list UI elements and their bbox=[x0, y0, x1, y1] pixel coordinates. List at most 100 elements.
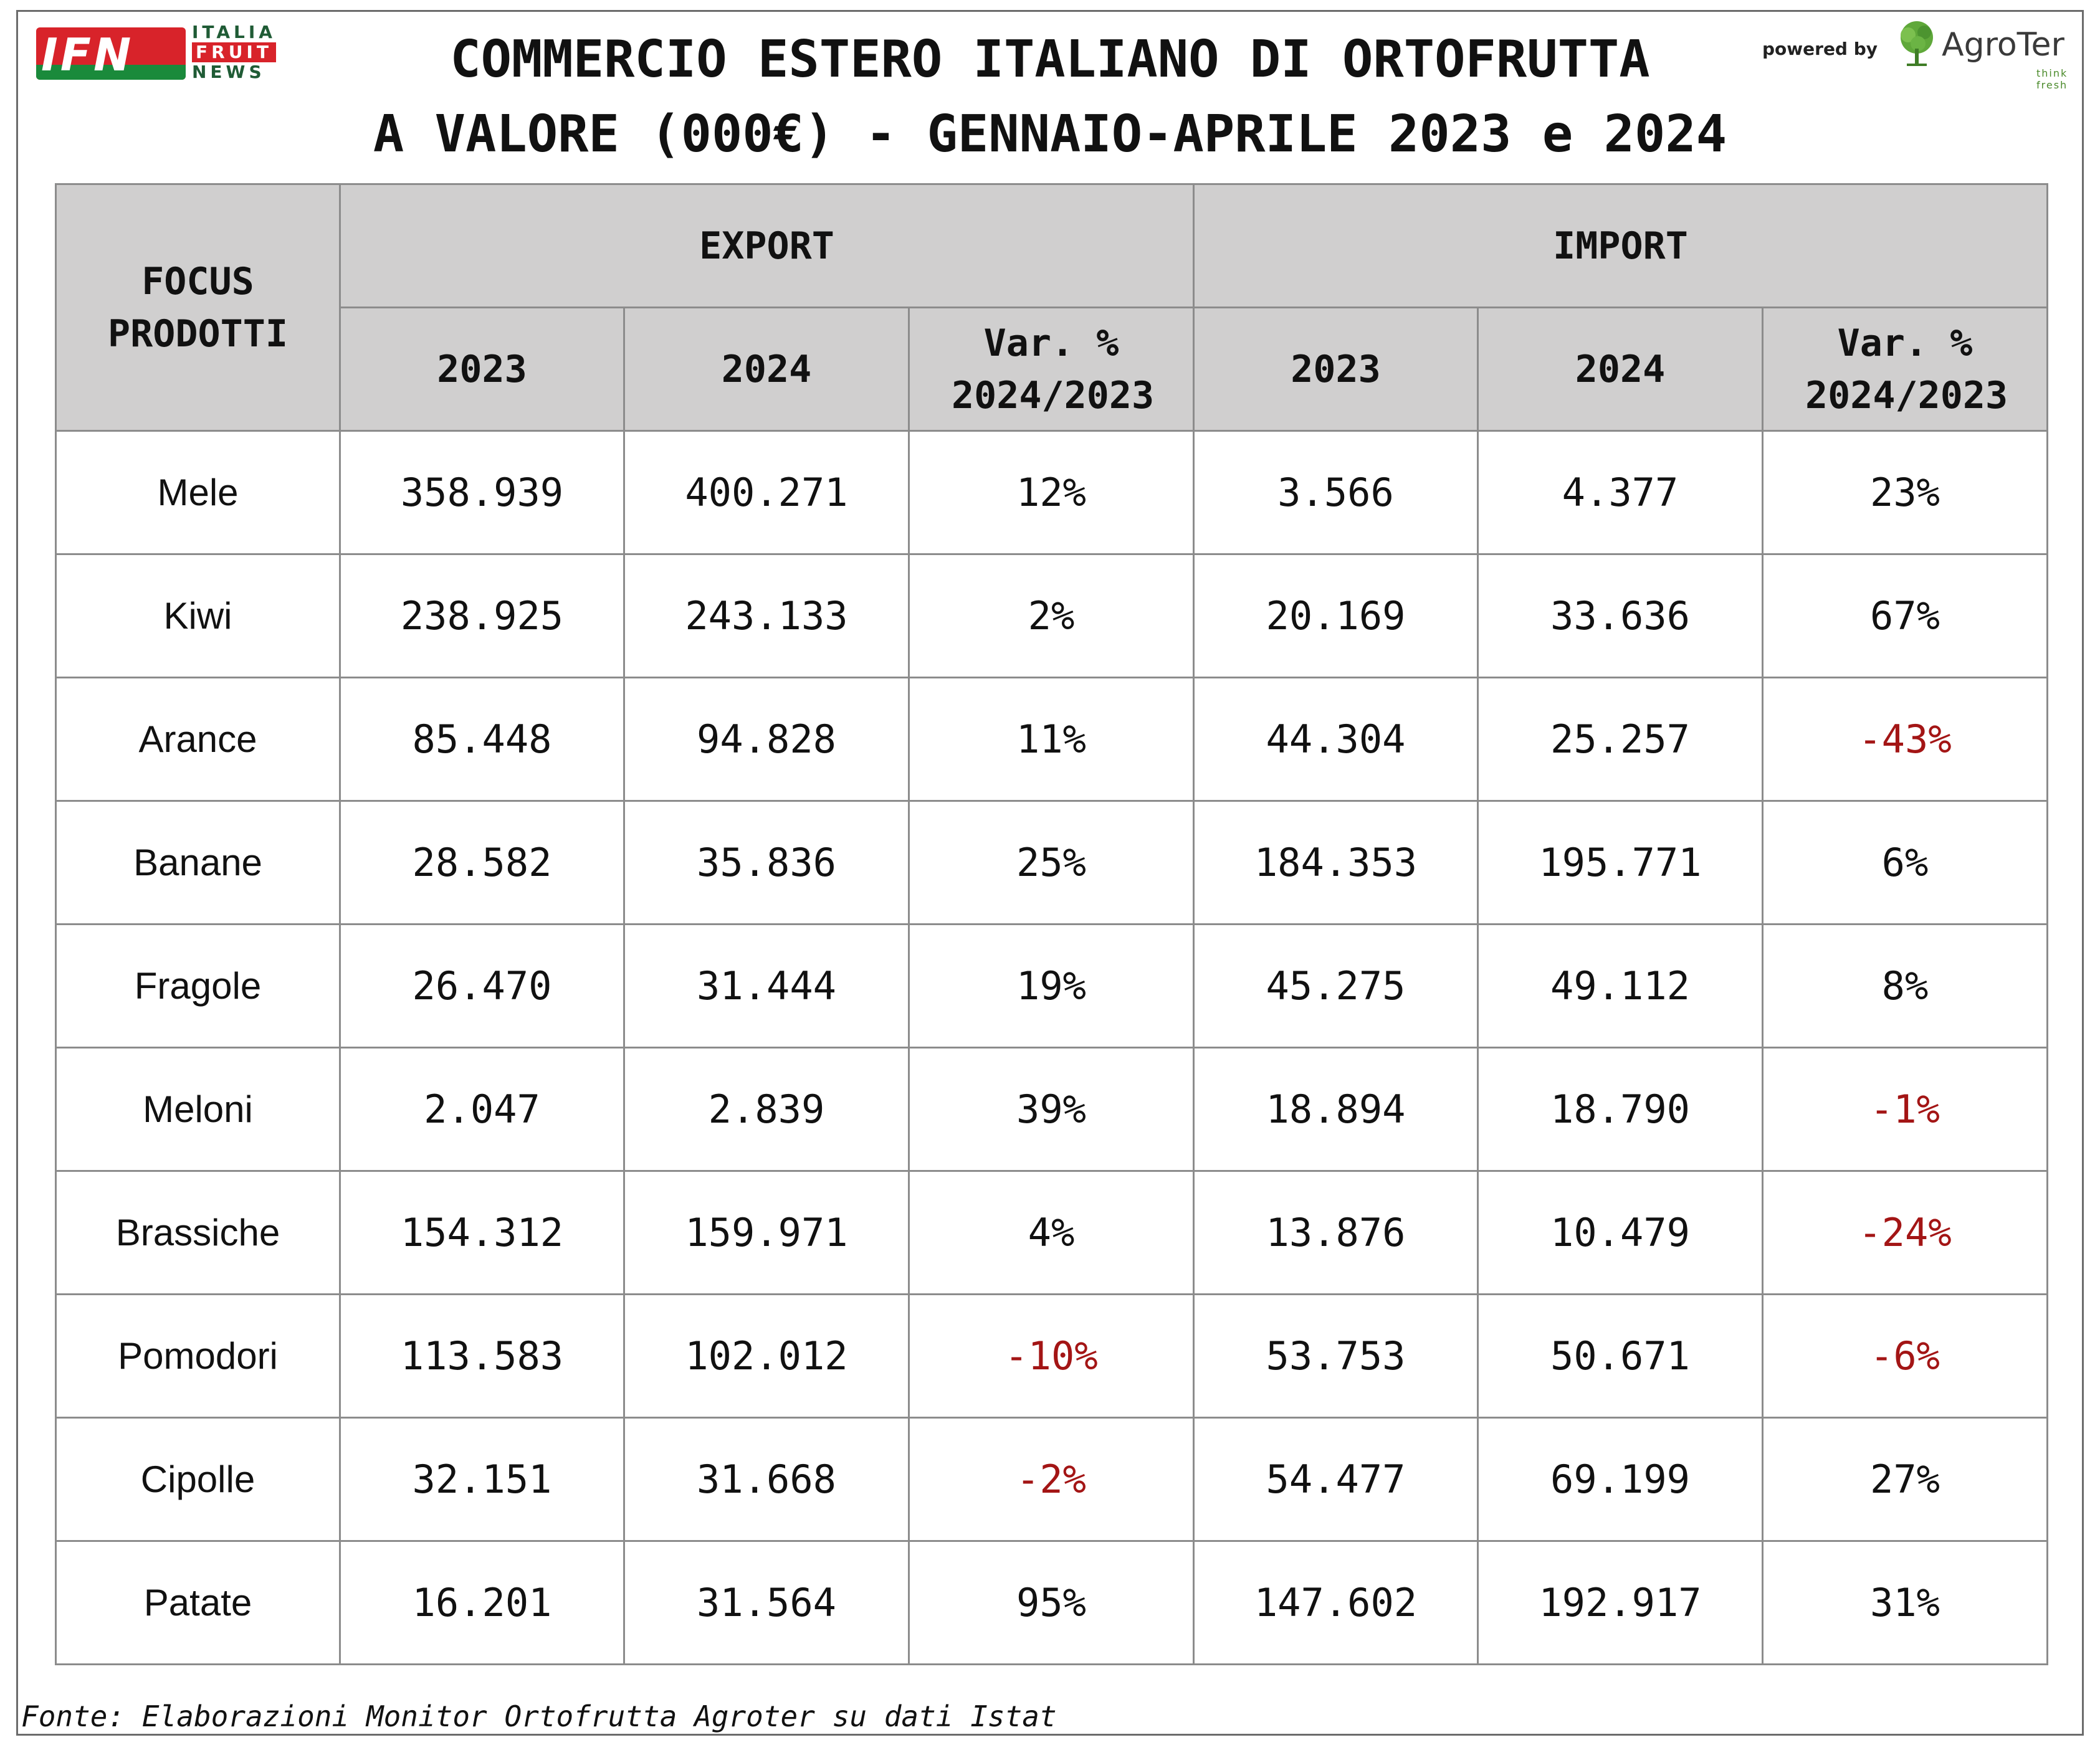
export-2024-cell: 159.971 bbox=[623, 1170, 910, 1295]
import-2024-header: 2024 bbox=[1477, 307, 1764, 432]
import-var-cell: -43% bbox=[1762, 677, 2048, 802]
product-cell: Mele bbox=[55, 430, 341, 555]
export-2024-cell: 400.271 bbox=[623, 430, 910, 555]
table-row: Banane 28.582 35.836 25% 184.353 195.771 6% bbox=[55, 800, 2048, 925]
export-2023-cell: 32.151 bbox=[339, 1417, 625, 1542]
export-2023-cell: 26.470 bbox=[339, 923, 625, 1048]
export-2024-header: 2024 bbox=[623, 307, 910, 432]
table-row: Arance 85.448 94.828 11% 44.304 25.257 -43% bbox=[55, 677, 2048, 802]
import-var-header: Var. % 2024/2023 bbox=[1762, 307, 2048, 432]
export-var-cell: -2% bbox=[908, 1417, 1195, 1542]
ifn-logo-line1: ITALIA bbox=[192, 22, 276, 42]
export-2024-cell: 31.668 bbox=[623, 1417, 910, 1542]
import-var-cell: -1% bbox=[1762, 1047, 2048, 1172]
import-2024-cell: 195.771 bbox=[1477, 800, 1764, 925]
import-var-cell: -24% bbox=[1762, 1170, 2048, 1295]
import-2023-cell: 3.566 bbox=[1193, 430, 1479, 555]
product-cell: Fragole bbox=[55, 923, 341, 1048]
export-2023-cell: 358.939 bbox=[339, 430, 625, 555]
import-2024-cell: 192.917 bbox=[1477, 1540, 1764, 1665]
import-2023-header: 2023 bbox=[1193, 307, 1479, 432]
tree-icon bbox=[1901, 21, 1933, 66]
export-2023-cell: 16.201 bbox=[339, 1540, 625, 1665]
focus-header: FOCUS PRODOTTI bbox=[55, 183, 341, 432]
export-2024-cell: 94.828 bbox=[623, 677, 910, 802]
import-var-cell: 31% bbox=[1762, 1540, 2048, 1665]
ifn-logo-letters: IFN bbox=[41, 29, 134, 80]
ifn-logo-wordmark: ITALIA FRUIT NEWS bbox=[192, 22, 276, 82]
import-2024-cell: 4.377 bbox=[1477, 430, 1764, 555]
focus-header-label: FOCUS PRODOTTI bbox=[108, 259, 288, 356]
import-2024-cell: 33.636 bbox=[1477, 553, 1764, 678]
import-2023-cell: 45.275 bbox=[1193, 923, 1479, 1048]
import-2024-cell: 69.199 bbox=[1477, 1417, 1764, 1542]
export-var-cell: 2% bbox=[908, 553, 1195, 678]
import-var-header-label: Var. % 2024/2023 bbox=[1805, 321, 2008, 417]
import-2024-cell: 49.112 bbox=[1477, 923, 1764, 1048]
export-2023-cell: 2.047 bbox=[339, 1047, 625, 1172]
product-cell: Brassiche bbox=[55, 1170, 341, 1295]
table-row: Meloni 2.047 2.839 39% 18.894 18.790 -1% bbox=[55, 1047, 2048, 1172]
product-cell: Pomodori bbox=[55, 1293, 341, 1419]
export-var-cell: 19% bbox=[908, 923, 1195, 1048]
product-cell: Banane bbox=[55, 800, 341, 925]
title-line2: A VALORE (000€) - GENNAIO-APRILE 2023 e … bbox=[373, 105, 1727, 164]
title-line1: COMMERCIO ESTERO ITALIANO DI ORTOFRUTTA bbox=[450, 30, 1650, 89]
table-body: Mele 358.939 400.271 12% 3.566 4.377 23% Kiwi 23… bbox=[55, 430, 2048, 1665]
table-row: Cipolle 32.151 31.668 -2% 54.477 69.199 27% bbox=[55, 1417, 2048, 1542]
export-header: EXPORT bbox=[339, 183, 1195, 308]
export-var-cell: 39% bbox=[908, 1047, 1195, 1172]
table-row: Mele 358.939 400.271 12% 3.566 4.377 23% bbox=[55, 430, 2048, 555]
source-note: Fonte: Elaborazioni Monitor Ortofrutta A… bbox=[21, 1700, 1057, 1733]
export-2023-cell: 85.448 bbox=[339, 677, 625, 802]
table-row: Patate 16.201 31.564 95% 147.602 192.917 31% bbox=[55, 1540, 2048, 1665]
import-2023-cell: 184.353 bbox=[1193, 800, 1479, 925]
table-row: Kiwi 238.925 243.133 2% 20.169 33.636 67% bbox=[55, 553, 2048, 678]
product-cell: Arance bbox=[55, 677, 341, 802]
product-cell: Patate bbox=[55, 1540, 341, 1665]
export-2023-cell: 28.582 bbox=[339, 800, 625, 925]
export-2024-cell: 31.564 bbox=[623, 1540, 910, 1665]
ifn-logo-stripe bbox=[36, 65, 186, 80]
trade-table: FOCUS PRODOTTI EXPORT IMPORT 2023 2024 V… bbox=[55, 183, 2048, 1665]
export-var-cell: 11% bbox=[908, 677, 1195, 802]
export-var-cell: 12% bbox=[908, 430, 1195, 555]
ifn-logo-line2: FRUIT bbox=[192, 42, 276, 62]
header-row-years: 2023 2024 Var. % 2024/2023 2023 2024 Var… bbox=[56, 307, 2048, 432]
import-var-cell: 27% bbox=[1762, 1417, 2048, 1542]
export-var-cell: -10% bbox=[908, 1293, 1195, 1419]
export-2024-cell: 35.836 bbox=[623, 800, 910, 925]
export-2023-header: 2023 bbox=[339, 307, 625, 432]
table-row: Brassiche 154.312 159.971 4% 13.876 10.479 -24… bbox=[55, 1170, 2048, 1295]
export-var-cell: 4% bbox=[908, 1170, 1195, 1295]
ifn-logo-line3: NEWS bbox=[192, 62, 265, 82]
agroter-tagline: think fresh bbox=[2036, 67, 2068, 91]
export-var-header-label: Var. % 2024/2023 bbox=[952, 321, 1155, 417]
export-2024-cell: 102.012 bbox=[623, 1293, 910, 1419]
export-2023-cell: 238.925 bbox=[339, 553, 625, 678]
export-2024-cell: 2.839 bbox=[623, 1047, 910, 1172]
powered-by-label: powered by bbox=[1762, 39, 1878, 59]
import-2024-cell: 18.790 bbox=[1477, 1047, 1764, 1172]
import-2023-cell: 53.753 bbox=[1193, 1293, 1479, 1419]
agroter-logo: AgroTer think fresh bbox=[1892, 19, 2079, 91]
product-cell: Meloni bbox=[55, 1047, 341, 1172]
export-2023-cell: 154.312 bbox=[339, 1170, 625, 1295]
import-header: IMPORT bbox=[1193, 183, 2048, 308]
export-var-cell: 95% bbox=[908, 1540, 1195, 1665]
header-row-groups: FOCUS PRODOTTI EXPORT IMPORT bbox=[55, 183, 2048, 432]
import-2023-cell: 20.169 bbox=[1193, 553, 1479, 678]
import-2024-cell: 10.479 bbox=[1477, 1170, 1764, 1295]
import-var-cell: 67% bbox=[1762, 553, 2048, 678]
import-2024-cell: 50.671 bbox=[1477, 1293, 1764, 1419]
import-2023-cell: 18.894 bbox=[1193, 1047, 1479, 1172]
page-frame bbox=[16, 10, 2084, 1736]
import-2023-cell: 13.876 bbox=[1193, 1170, 1479, 1295]
import-var-cell: -6% bbox=[1762, 1293, 2048, 1419]
ifn-logo-block: IFN bbox=[36, 27, 186, 80]
table-row: Fragole 26.470 31.444 19% 45.275 49.112 8% bbox=[55, 923, 2048, 1048]
table-row: Pomodori 113.583 102.012 -10% 53.753 50.671 -6… bbox=[55, 1293, 2048, 1419]
export-var-header: Var. % 2024/2023 bbox=[908, 307, 1195, 432]
ifn-logo: IFN ITALIA FRUIT NEWS bbox=[36, 22, 285, 85]
import-2023-cell: 44.304 bbox=[1193, 677, 1479, 802]
